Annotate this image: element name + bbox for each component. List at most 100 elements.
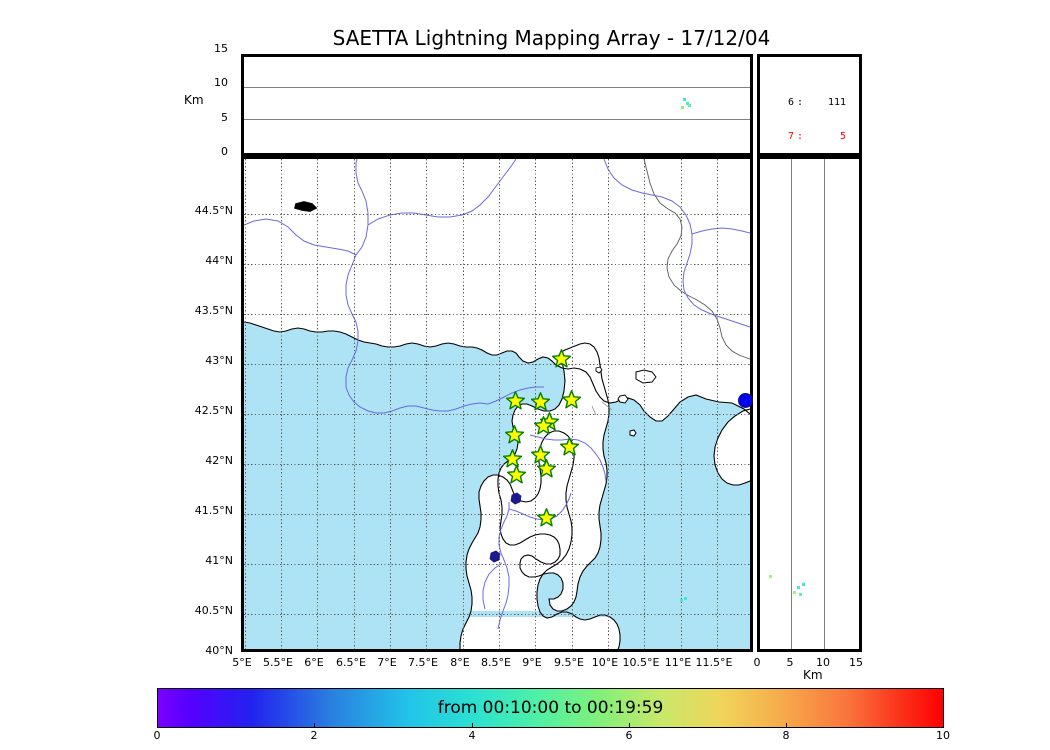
island-small [595, 366, 603, 374]
map-lon-label-9: 9°E [522, 656, 542, 669]
right-panel-xtick-0: 0 [753, 656, 761, 669]
right-panel-gridline-5km [791, 159, 792, 649]
map-lon-label-6: 6°E [304, 656, 324, 669]
map-gridline-lon-8 [463, 159, 464, 649]
station-count: 5 [839, 131, 846, 143]
colorbar-label-2: 2 [310, 729, 318, 742]
colorbar-label-8: 8 [782, 729, 790, 742]
right-panel-xtick-10: 10 [816, 656, 830, 669]
site-marker-icon [738, 393, 753, 408]
map-gridline-lat-42 [244, 464, 750, 465]
map-lon-label-7: 7°E [377, 656, 397, 669]
lagoon-feature [294, 201, 318, 212]
map-gridline-lat-43.5 [244, 314, 750, 315]
source-point [793, 591, 796, 594]
station-star [507, 465, 526, 484]
lake-feature [510, 492, 522, 505]
station-star [560, 437, 579, 456]
map-lat-label-43.5: 43.5°N [194, 304, 233, 317]
map-lat-label-42.5: 42.5°N [194, 404, 233, 417]
station-counts-panel: 6:111 7:5 8:0 9:0 10:0 11:0 12:0 [757, 54, 862, 156]
station-count-row: 7: 5 [768, 131, 846, 142]
map-panel [241, 156, 753, 652]
map-lat-label-44: 44°N [205, 254, 233, 267]
country-borders [643, 159, 750, 360]
colorbar-tickmark-8 [786, 723, 787, 728]
station-number: 7 [787, 131, 794, 143]
colorbar-label-6: 6 [625, 729, 633, 742]
station-markers-layer [503, 349, 581, 527]
map-gridline-lon-11 [681, 159, 682, 649]
map-lon-label-6.5: 6.5°E [336, 656, 366, 669]
top-panel-ytick-5: 5 [221, 111, 228, 124]
map-gridline-lon-7.5 [426, 159, 427, 649]
station-sep: : [796, 97, 804, 109]
map-gridline-lon-5 [245, 159, 246, 649]
colorbar-label-0: 0 [153, 729, 161, 742]
map-lat-label-43: 43°N [205, 354, 233, 367]
map-lat-label-41.5: 41.5°N [194, 504, 233, 517]
top-panel-gridline-5km [244, 119, 750, 120]
source-point [680, 599, 683, 602]
map-gridline-lon-10.5 [644, 159, 645, 649]
map-gridline-lon-5.5 [281, 159, 282, 649]
colorbar-tickmark-10 [943, 723, 944, 728]
top-panel-ytick-15: 15 [214, 42, 228, 55]
station-number: 6 [787, 97, 794, 109]
colorbar: from 00:10:00 to 00:19:59 [157, 688, 944, 728]
map-lon-label-9.5: 9.5°E [554, 656, 584, 669]
source-point [683, 98, 686, 101]
colorbar-label-10: 10 [936, 729, 950, 742]
land-italy-coast [714, 409, 750, 485]
colorbar-tickmark-2 [314, 723, 315, 728]
station-star [506, 391, 525, 410]
source-point [802, 583, 805, 586]
map-lon-label-10: 10°E [591, 656, 619, 669]
top-panel-ytick-10: 10 [214, 76, 228, 89]
map-lon-label-8: 8°E [450, 656, 470, 669]
land-sardinia [460, 431, 620, 649]
map-gridline-lon-8.5 [499, 159, 500, 649]
map-lat-label-40.5: 40.5°N [194, 604, 233, 617]
station-star [537, 459, 556, 478]
map-gridline-lon-7 [390, 159, 391, 649]
map-lon-label-10.5: 10.5°E [622, 656, 660, 669]
map-geography [244, 159, 750, 649]
map-lat-label-41: 41°N [205, 554, 233, 567]
map-gridline-lon-10 [608, 159, 609, 649]
map-gridline-lat-43 [244, 364, 750, 365]
source-point [769, 575, 772, 578]
figure-title: SAETTA Lightning Mapping Array - 17/12/0… [332, 26, 771, 50]
right-panel-xtick-5: 5 [786, 656, 794, 669]
map-gridline-lon-6 [317, 159, 318, 649]
station-sep: : [796, 131, 804, 143]
colorbar-tickmark-6 [629, 723, 630, 728]
source-point [799, 593, 802, 596]
map-gridline-lon-6.5 [354, 159, 355, 649]
source-point [797, 586, 800, 589]
island-capraia [617, 394, 629, 404]
source-point [688, 104, 691, 107]
station-counts-table: 6:111 7:5 8:0 9:0 10:0 11:0 12:0 [768, 75, 846, 153]
map-lon-label-7.5: 7.5°E [408, 656, 438, 669]
map-gridline-lat-41.5 [244, 514, 750, 515]
land-mainland [244, 159, 750, 421]
source-point [684, 597, 687, 600]
map-lon-label-5.5: 5.5°E [263, 656, 293, 669]
map-lat-label-44.5: 44.5°N [194, 204, 233, 217]
island-montecristo [629, 429, 637, 437]
island-elba [635, 369, 657, 384]
map-lon-label-11: 11°E [664, 656, 692, 669]
map-gridline-lat-40.5 [244, 614, 750, 615]
map-lon-label-11.5: 11.5°E [695, 656, 733, 669]
coastline-strokes [244, 321, 750, 649]
colorbar-gradient [157, 688, 944, 728]
station-star [505, 425, 524, 444]
source-point [686, 102, 689, 105]
colorbar-tickmark-4 [472, 723, 473, 728]
right-panel-xtick-15: 15 [849, 656, 863, 669]
altitude-longitude-panel [241, 54, 753, 156]
map-gridline-lat-44 [244, 264, 750, 265]
map-gridline-lat-42.5 [244, 414, 750, 415]
